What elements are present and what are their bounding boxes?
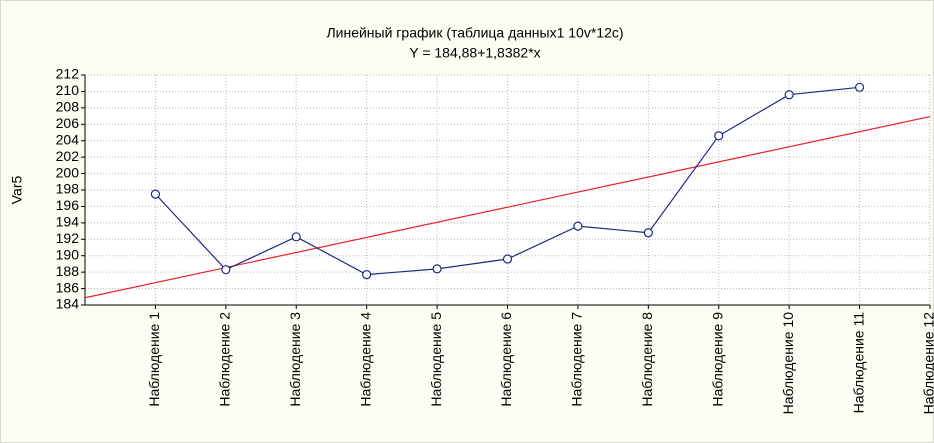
data-point bbox=[714, 131, 724, 141]
data-point bbox=[291, 232, 301, 242]
x-tick-label: Наблюдение 6 bbox=[498, 312, 514, 407]
y-tick-label: 188 bbox=[56, 263, 80, 279]
x-tick-label: Наблюдение 12 bbox=[921, 312, 934, 415]
y-axis-label: Var5 bbox=[9, 176, 25, 205]
y-tick-label: 212 bbox=[56, 66, 80, 82]
y-tick-label: 202 bbox=[56, 148, 80, 164]
y-tick-label: 186 bbox=[56, 279, 80, 295]
chart-subtitle: Y = 184,88+1,8382*x bbox=[409, 45, 540, 61]
y-tick-label: 208 bbox=[56, 99, 80, 115]
data-point bbox=[854, 82, 865, 92]
data-point bbox=[573, 221, 583, 231]
x-tick-label: Наблюдение 7 bbox=[569, 312, 585, 407]
x-tick-label: Наблюдение 10 bbox=[780, 312, 796, 415]
x-tick-label: Наблюдение 8 bbox=[639, 312, 655, 407]
x-tick-label: Наблюдение 1 bbox=[146, 312, 162, 407]
y-tick-label: 200 bbox=[56, 164, 80, 180]
x-tick-label: Наблюдение 4 bbox=[357, 312, 373, 407]
y-tick-label: 198 bbox=[56, 181, 80, 197]
x-tick-label: Наблюдение 9 bbox=[709, 312, 725, 407]
x-tick-label: Наблюдение 2 bbox=[217, 312, 233, 407]
y-tick-label: 184 bbox=[56, 296, 80, 312]
y-tick-label: 210 bbox=[56, 82, 80, 98]
data-point bbox=[362, 270, 372, 280]
x-tick-label: Наблюдение 3 bbox=[287, 312, 303, 407]
x-tick-label: Наблюдение 5 bbox=[428, 312, 444, 407]
data-point bbox=[784, 90, 794, 100]
x-tick-label: Наблюдение 11 bbox=[850, 312, 866, 414]
y-tick-label: 204 bbox=[56, 131, 80, 147]
chart-title: Линейный график (таблица данных1 10v*12c… bbox=[326, 25, 623, 41]
data-point bbox=[432, 264, 442, 274]
data-point bbox=[643, 228, 653, 238]
y-tick-label: 206 bbox=[56, 115, 80, 131]
data-point bbox=[221, 265, 231, 275]
y-tick-label: 192 bbox=[56, 230, 80, 246]
data-point bbox=[150, 189, 161, 199]
y-tick-label: 194 bbox=[56, 214, 80, 230]
data-point bbox=[502, 254, 513, 264]
y-tick-label: 196 bbox=[56, 197, 80, 213]
y-tick-label: 190 bbox=[56, 246, 80, 262]
